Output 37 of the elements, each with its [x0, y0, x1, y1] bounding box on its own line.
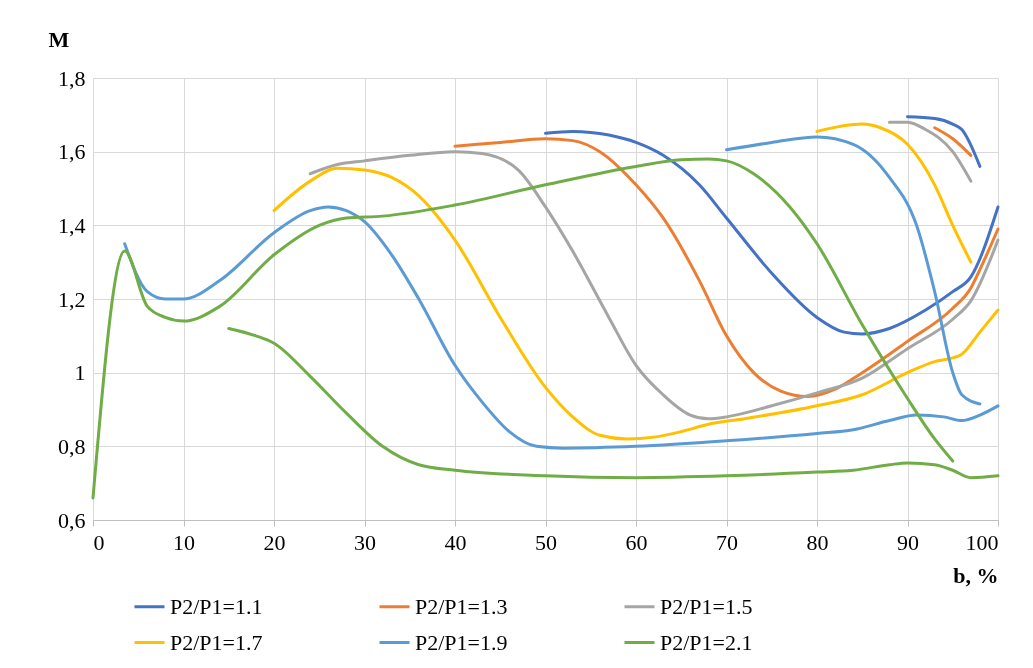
- x-tick-label: 10: [173, 529, 195, 555]
- x-tick-label: 100: [965, 529, 999, 555]
- legend-label: P2/P1=1.7: [170, 629, 263, 655]
- legend-label: P2/P1=1.5: [660, 593, 753, 619]
- line-series: [725, 135, 982, 406]
- line-series: [308, 150, 1000, 421]
- x-tick-label: 30: [354, 529, 376, 555]
- x-axis-title: b, %: [953, 562, 999, 588]
- y-tick-label: 1,6: [58, 139, 86, 165]
- line-series: [453, 137, 1000, 399]
- line-series: [91, 157, 955, 500]
- y-tick-label: 1,4: [58, 212, 86, 238]
- legend-label: P2/P1=2.1: [660, 629, 753, 655]
- legend-label: P2/P1=1.9: [415, 629, 508, 655]
- y-tick-label: 0,6: [58, 507, 86, 533]
- y-tick-label: 1: [74, 360, 86, 386]
- x-tick-label: 20: [263, 529, 286, 555]
- x-tick-label: 60: [625, 529, 648, 555]
- line-series: [544, 129, 1000, 336]
- legend-label: P2/P1=1.1: [170, 593, 263, 619]
- x-tick-label: 0: [93, 529, 105, 555]
- line-series: [123, 205, 1000, 450]
- y-tick-label: 1,2: [58, 286, 86, 312]
- line-series: [227, 326, 1000, 480]
- line-series: [906, 115, 982, 168]
- x-tick-label: 50: [535, 529, 557, 555]
- line-series: [815, 122, 973, 264]
- legend-label: P2/P1=1.3: [415, 593, 508, 619]
- x-tick-label: 90: [897, 529, 919, 555]
- x-tick-label: 70: [716, 529, 738, 555]
- x-tick-label: 40: [444, 529, 467, 555]
- line-series: [272, 166, 1000, 441]
- y-tick-label: 0,8: [58, 433, 86, 459]
- y-axis-title: M: [48, 26, 70, 52]
- line-series: [887, 120, 973, 183]
- y-tick-label: 1,8: [58, 65, 86, 91]
- x-tick-label: 80: [806, 529, 829, 555]
